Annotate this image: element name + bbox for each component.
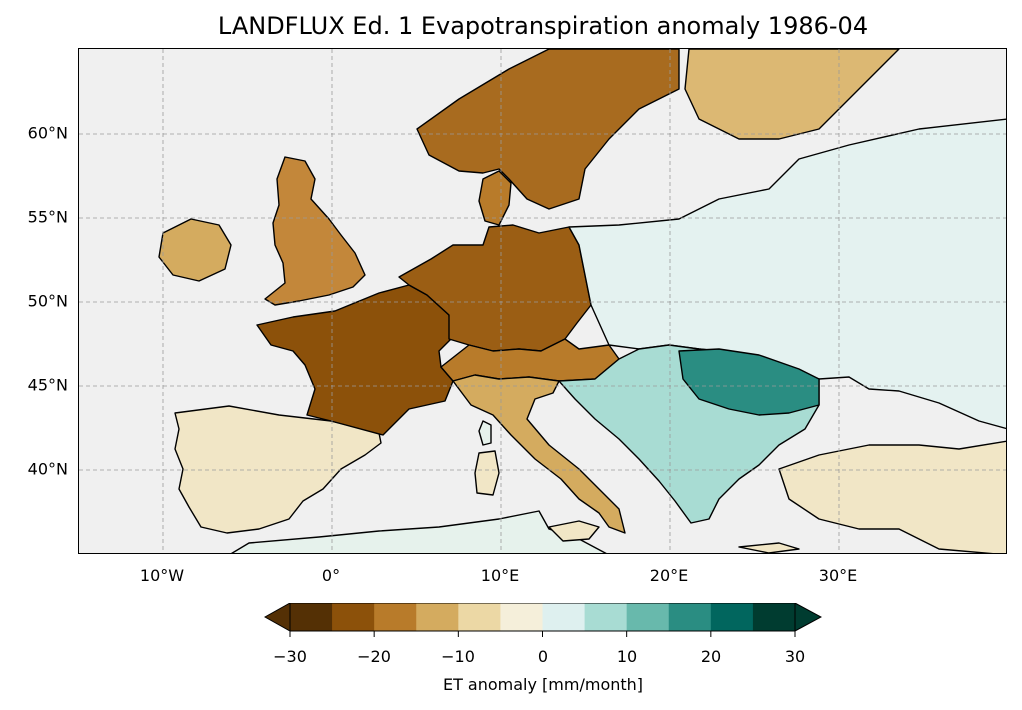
land-north-africa [230,510,607,553]
colorbar-segment [752,603,796,631]
colorbar-tick-label: 30 [784,647,806,666]
colorbar-extend-min [264,603,291,632]
lon-tick-label: 20°E [649,566,689,585]
colorbar-segment [500,603,543,631]
colorbar-segment [332,603,375,631]
colorbar [264,603,822,637]
lat-tick-label: 45°N [27,375,68,395]
colorbar-tick-label: 0 [537,647,549,666]
land-turkey [778,440,1006,553]
colorbar-segment [710,603,754,631]
colorbar-segment [626,603,670,631]
land-ireland [158,218,232,282]
land-italy [452,374,626,534]
colorbar-extend-max [794,603,822,632]
map-canvas [79,49,1006,553]
land-sardinia [474,450,500,496]
map-title: LANDFLUX Ed. 1 Evapotranspiration anomal… [217,12,869,40]
colorbar-segment [458,603,501,631]
land-romania [678,348,820,416]
colorbar-segment [584,603,628,631]
lon-tick-label: 30°E [818,566,858,585]
lat-tick-label: 40°N [27,459,68,479]
lon-tick-label: 0° [321,566,341,585]
land-sicily [548,520,600,542]
land-corsica [478,420,492,446]
land-denmark [478,170,512,226]
colorbar-tick-label: 20 [700,647,722,666]
colorbar-tick-label: −20 [357,647,391,666]
map-frame [78,48,1007,554]
colorbar-tick-label: −10 [441,647,475,666]
lon-tick-label: 10°E [480,566,520,585]
colorbar-segment [290,603,333,631]
colorbar-segment [416,603,459,631]
lat-tick-label: 50°N [27,291,68,311]
land-finland [684,49,900,140]
colorbar-segment [542,603,586,631]
land-great-britain [264,156,366,306]
colorbar-segment [668,603,712,631]
colorbar-tick-label: −30 [273,647,307,666]
colorbar-label: ET anomaly [mm/month] [442,675,644,694]
lat-tick-label: 55°N [27,207,68,227]
land-crete [738,542,800,553]
land-central-europe [398,224,592,352]
colorbar-tick-label: 10 [616,647,638,666]
land-eastern-europe [568,118,1006,430]
lat-tick-label: 60°N [27,123,68,143]
land-scandinavia [416,49,680,210]
lon-tick-label: 10°W [139,566,185,585]
colorbar-segment [374,603,417,631]
